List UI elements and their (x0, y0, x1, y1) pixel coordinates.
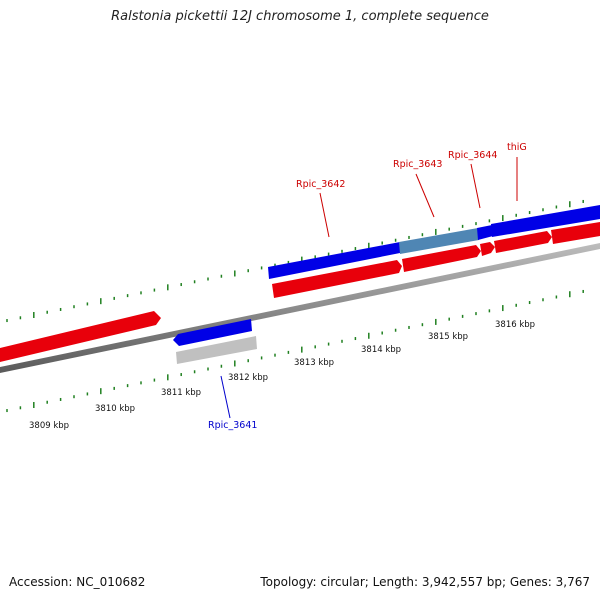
gene-thig-forward[interactable] (494, 231, 552, 253)
gene-rpic-3643-forward[interactable] (402, 245, 481, 272)
gene-label-rpic-3641[interactable]: Rpic_3641 (208, 420, 257, 431)
gene-label-rpic-3644[interactable]: Rpic_3644 (448, 150, 497, 161)
gene-rpic-3642-forward[interactable] (272, 260, 402, 298)
genes-reverse-strand-upper[interactable] (268, 205, 600, 279)
gene-label-rpic-3643[interactable]: Rpic_3643 (393, 159, 442, 170)
gene-rpic-3641[interactable] (173, 319, 252, 346)
gene-rpic-3641-pseudo[interactable] (176, 336, 257, 364)
genome-summary-text: Topology: circular; Length: 3,942,557 bp… (260, 575, 590, 589)
genes-forward-strand-upper[interactable] (272, 222, 600, 298)
page-title: Ralstonia pickettii 12J chromosome 1, co… (111, 9, 489, 24)
accession-text: Accession: NC_010682 (9, 575, 146, 589)
scale-labels: 3809 kbp 3810 kbp 3811 kbp 3812 kbp 3813 kbp… (29, 320, 535, 431)
scale-label: 3812 kbp (228, 373, 268, 383)
scale-label: 3814 kbp (361, 345, 401, 355)
gene-leader-lines (220, 157, 518, 419)
gene-next-forward[interactable] (551, 222, 600, 244)
scale-label: 3816 kbp (495, 320, 535, 330)
chromosome-backbone (0, 243, 600, 373)
scale-label: 3811 kbp (161, 388, 201, 398)
gene-label-rpic-3642[interactable]: Rpic_3642 (296, 179, 345, 190)
gene-labels: Rpic_3641 Rpic_3642 Rpic_3643 Rpic_3644 … (208, 142, 527, 431)
genes-lower[interactable] (0, 311, 257, 364)
scale-label: 3809 kbp (29, 421, 69, 431)
gene-rpic-3644-forward[interactable] (480, 242, 495, 256)
scale-label: 3813 kbp (294, 358, 334, 368)
scale-label: 3810 kbp (95, 404, 135, 414)
scale-label: 3815 kbp (428, 332, 468, 342)
scale-ticks-outer (6, 199, 584, 323)
gene-rpic-3642-reverse[interactable] (268, 242, 400, 279)
gene-label-thig[interactable]: thiG (507, 142, 527, 153)
gene-thig-reverse[interactable] (491, 205, 600, 237)
scale-ticks-inner (6, 289, 584, 413)
gene-left-forward[interactable] (0, 311, 161, 362)
gene-rpic-3644-reverse[interactable] (477, 225, 493, 240)
gene-rpic-3643-reverse[interactable] (399, 228, 479, 254)
